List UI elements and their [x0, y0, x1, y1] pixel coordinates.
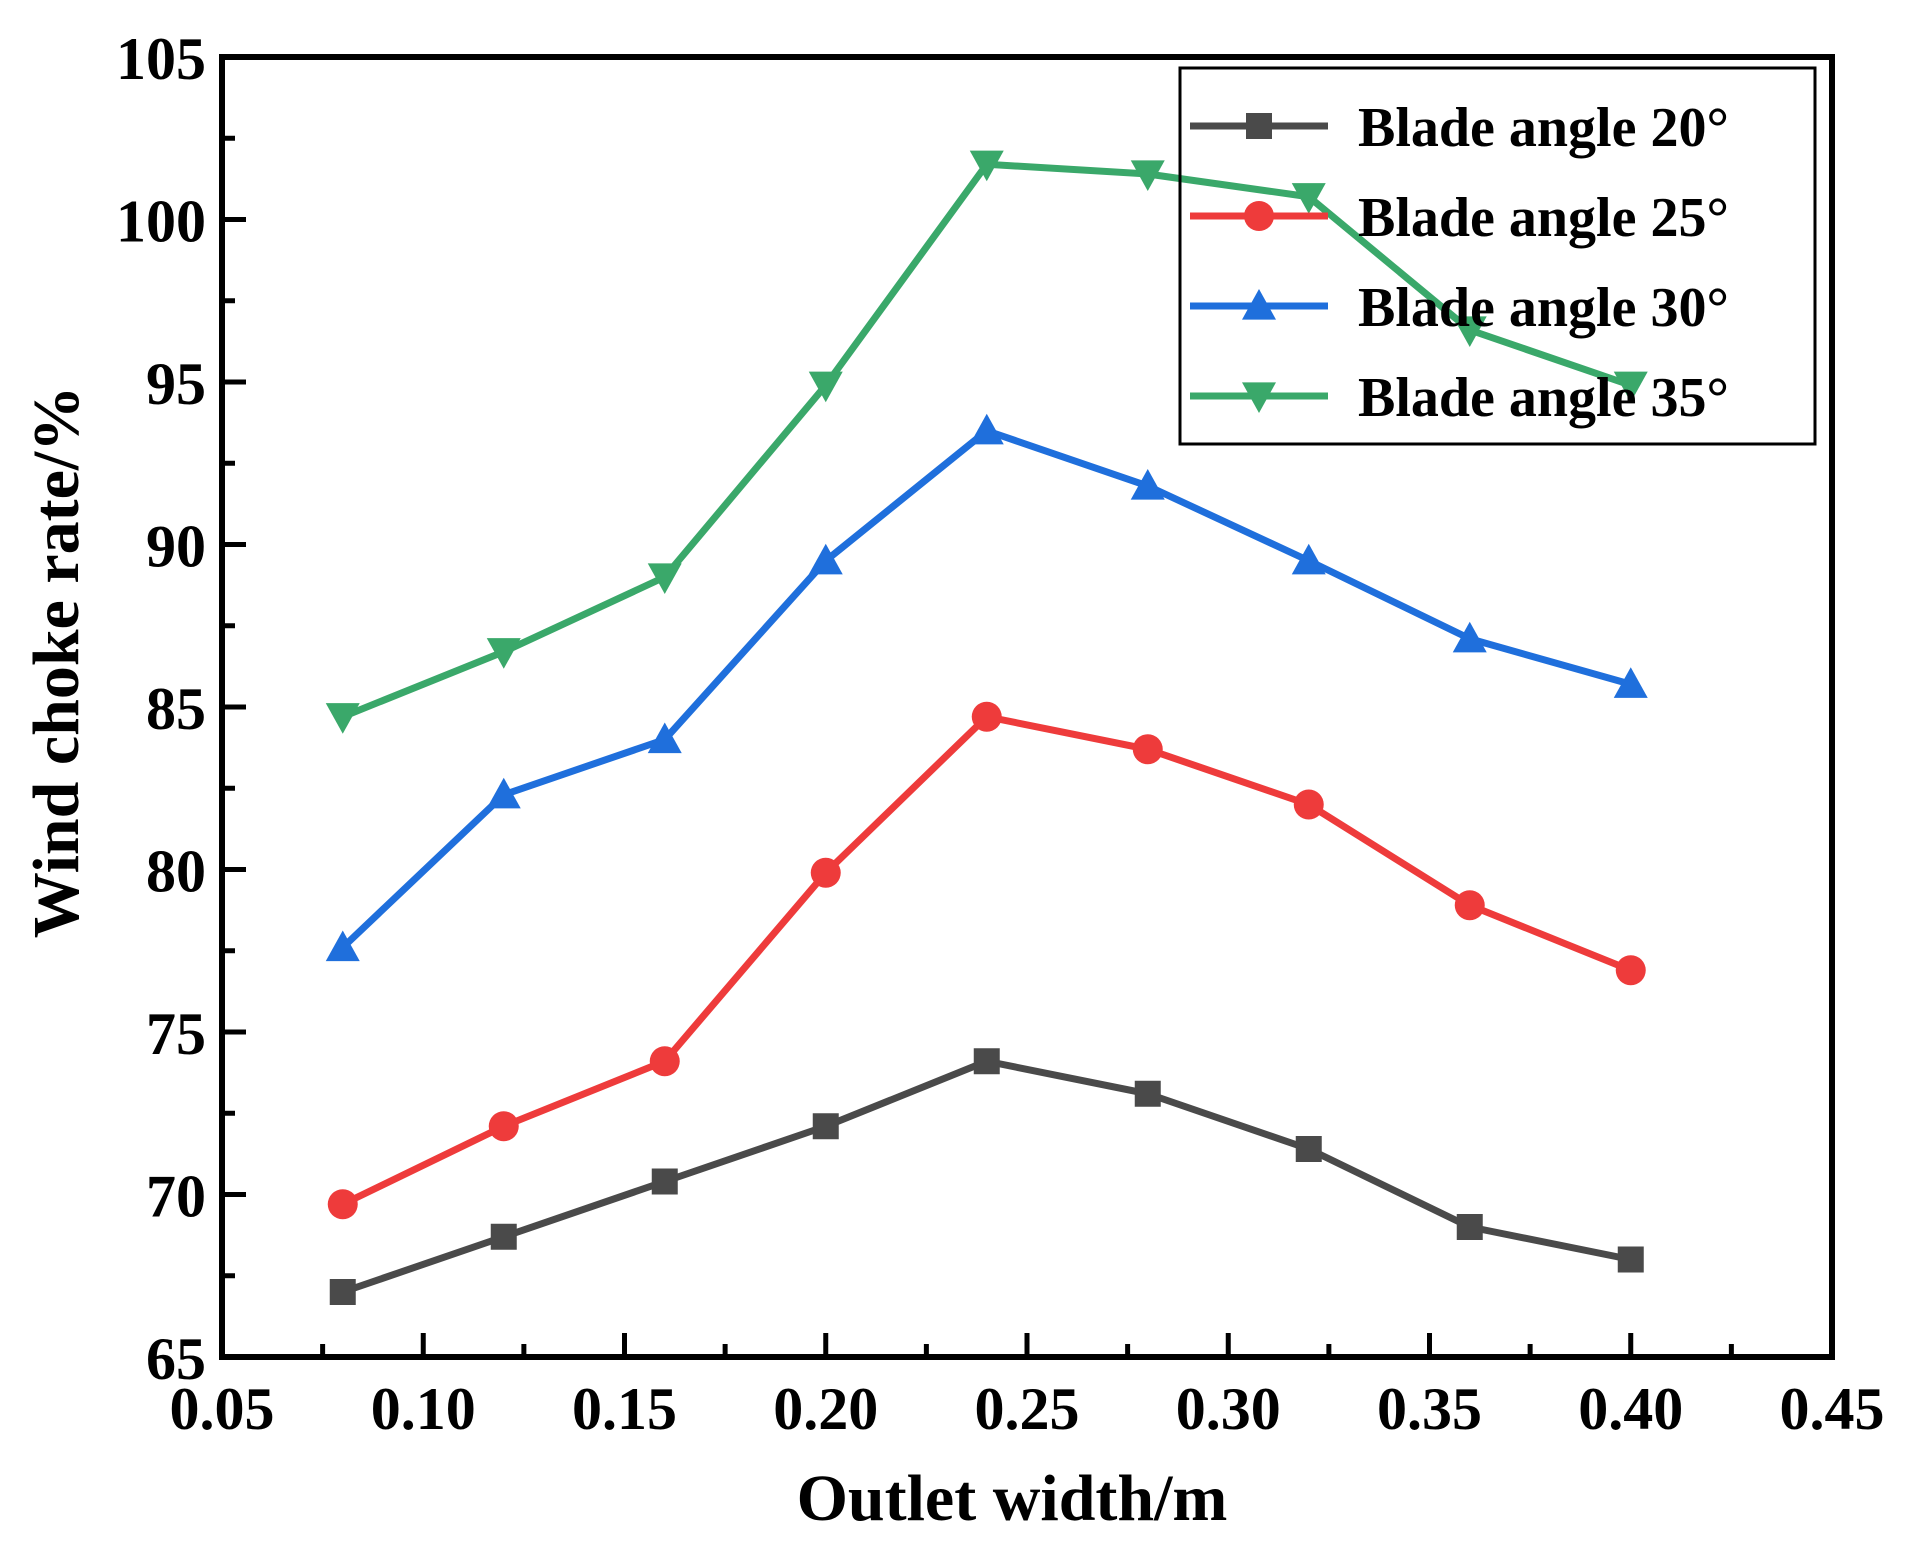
data-point: [1134, 1080, 1161, 1107]
series-4: [325, 150, 1648, 734]
data-point: [1454, 890, 1485, 921]
legend-item: Blade angle 35°: [1190, 367, 1729, 429]
legend-label: Blade angle 30°: [1358, 277, 1729, 339]
legend-label: Blade angle 20°: [1358, 97, 1729, 159]
legend-label: Blade angle 25°: [1358, 187, 1729, 249]
data-point: [1613, 371, 1648, 403]
data-point: [973, 1048, 1000, 1075]
data-point: [1452, 316, 1487, 347]
data-point: [1293, 789, 1324, 820]
axes: 0.05 0.10 0.15 0.20 0.25 0.30 0.35 0.40 0.45 65 70…: [116, 26, 1885, 1442]
legend-marker: [1242, 382, 1276, 413]
data-point: [808, 371, 843, 403]
y-tick-label: 105: [116, 26, 206, 92]
data-point: [812, 1113, 839, 1140]
series-1: [329, 1048, 1644, 1305]
data-point: [1130, 469, 1165, 500]
y-tick-label: 80: [146, 839, 206, 905]
data-point: [1132, 734, 1163, 765]
x-tick-label: 0.15: [572, 1376, 677, 1442]
data-point: [1452, 621, 1487, 653]
legend-marker: [1246, 113, 1272, 139]
data-point: [490, 1223, 517, 1250]
y-tick-label: 100: [116, 189, 206, 255]
x-tick-label: 0.35: [1377, 1376, 1482, 1442]
data-point: [1130, 160, 1165, 191]
x-tick-label: 0.30: [1176, 1376, 1281, 1442]
x-tick-label: 0.45: [1780, 1376, 1885, 1442]
data-point: [1615, 955, 1646, 986]
x-axis-label: Outlet width/m: [797, 1462, 1228, 1535]
data-point: [808, 543, 843, 575]
data-point: [1456, 1214, 1483, 1240]
x-tick-label: 0.20: [773, 1376, 878, 1442]
x-tick-label: 0.10: [371, 1376, 476, 1442]
y-tick-label: 75: [146, 1001, 206, 1067]
x-tick-label: 0.25: [975, 1376, 1080, 1442]
series-2: [327, 701, 1646, 1220]
y-tick-label: 95: [146, 351, 206, 417]
data-point: [486, 638, 521, 669]
data-point: [1291, 183, 1326, 214]
data-point: [971, 701, 1002, 732]
legend-label: Blade angle 35°: [1358, 367, 1729, 429]
legend-item: Blade angle 25°: [1190, 187, 1729, 249]
data-point: [651, 1168, 678, 1195]
data-point: [486, 777, 521, 809]
y-tick-label: 85: [146, 676, 206, 742]
y-tick-label: 90: [146, 514, 206, 580]
legend-box: [1178, 66, 1817, 446]
data-point: [488, 1111, 519, 1142]
y-axis-label: Wind choke rate/%: [20, 386, 93, 938]
data-point: [329, 1279, 356, 1305]
data-point: [325, 930, 360, 962]
data-point: [1617, 1246, 1644, 1273]
legend: Blade angle 20° Blade angle 25° Blade angl…: [1178, 66, 1817, 446]
y-tick-label: 70: [146, 1164, 206, 1230]
legend-marker: [1242, 289, 1276, 320]
legend-item: Blade angle 20°: [1190, 97, 1729, 159]
x-tick-label: 0.40: [1578, 1376, 1683, 1442]
data-point: [647, 563, 682, 594]
data-point: [1291, 543, 1326, 575]
plot-area: [325, 150, 1648, 1305]
data-point: [810, 857, 841, 888]
data-point: [325, 703, 360, 734]
data-point: [1295, 1136, 1322, 1162]
data-point: [1613, 667, 1648, 698]
data-point: [649, 1046, 680, 1077]
data-point: [969, 150, 1004, 182]
legend-item: Blade angle 30°: [1190, 277, 1729, 339]
series-3: [325, 413, 1648, 962]
data-point: [969, 413, 1004, 445]
legend-marker: [1244, 201, 1274, 231]
data-point: [647, 722, 682, 754]
data-point: [327, 1189, 358, 1220]
x-tick-label: 0.05: [170, 1376, 275, 1442]
y-tick-label: 65: [146, 1326, 206, 1392]
